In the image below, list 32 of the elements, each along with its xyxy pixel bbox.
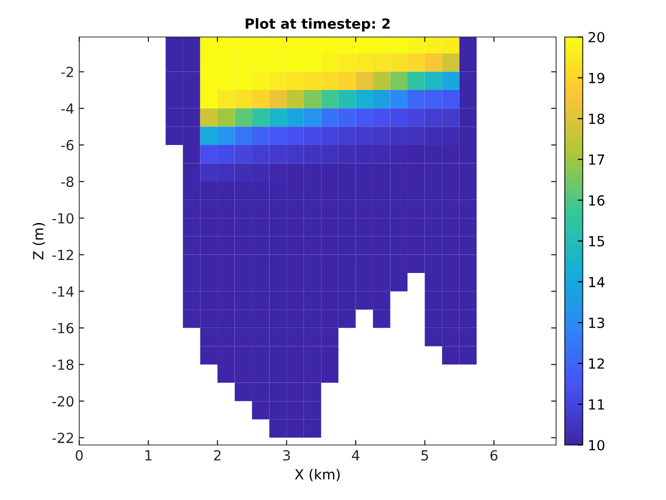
y-tick-label: -18 (52, 359, 74, 370)
color-bar-label: 20 (588, 32, 604, 42)
y-tick-label: -22 (52, 432, 73, 443)
color-bar-label: 17 (589, 154, 604, 165)
x-tick-label: 2 (214, 450, 220, 460)
color-bar-label: 16 (589, 195, 604, 206)
x-tick-label: 1 (145, 450, 152, 460)
color-bar-label: 14 (589, 276, 605, 288)
x-tick-label: 3 (283, 450, 290, 461)
color-bar-label: 12 (589, 358, 604, 369)
y-tick-label: -2 (61, 66, 74, 78)
x-tick-label: 6 (490, 450, 498, 461)
y-tick-label: -16 (52, 322, 74, 334)
color-bar-label: 10 (589, 440, 604, 450)
color-bar-label: 15 (589, 236, 604, 246)
y-tick-label: -6 (61, 140, 74, 150)
color-bar-label: 11 (589, 399, 604, 410)
y-tick-label: -12 (52, 250, 73, 260)
x-tick-label: 0 (76, 450, 83, 461)
color-bar-label: 18 (589, 114, 604, 124)
y-tick-label: -4 (61, 104, 74, 114)
x-tick-label: 4 (352, 450, 360, 460)
y-tick-label: -14 (52, 286, 74, 297)
chart-title: Plot at timestep: 2 (246, 18, 390, 32)
y-tick-label: -8 (61, 176, 74, 188)
color-bar-label: 13 (589, 318, 604, 328)
x-tick-label: 5 (421, 450, 428, 461)
y-tick-label: -10 (52, 213, 74, 224)
x-axis-title: X (km) (294, 468, 340, 482)
y-tick-label: -20 (52, 396, 74, 407)
y-axis-title: Z (m) (32, 223, 46, 260)
color-bar-label: 19 (589, 72, 604, 84)
